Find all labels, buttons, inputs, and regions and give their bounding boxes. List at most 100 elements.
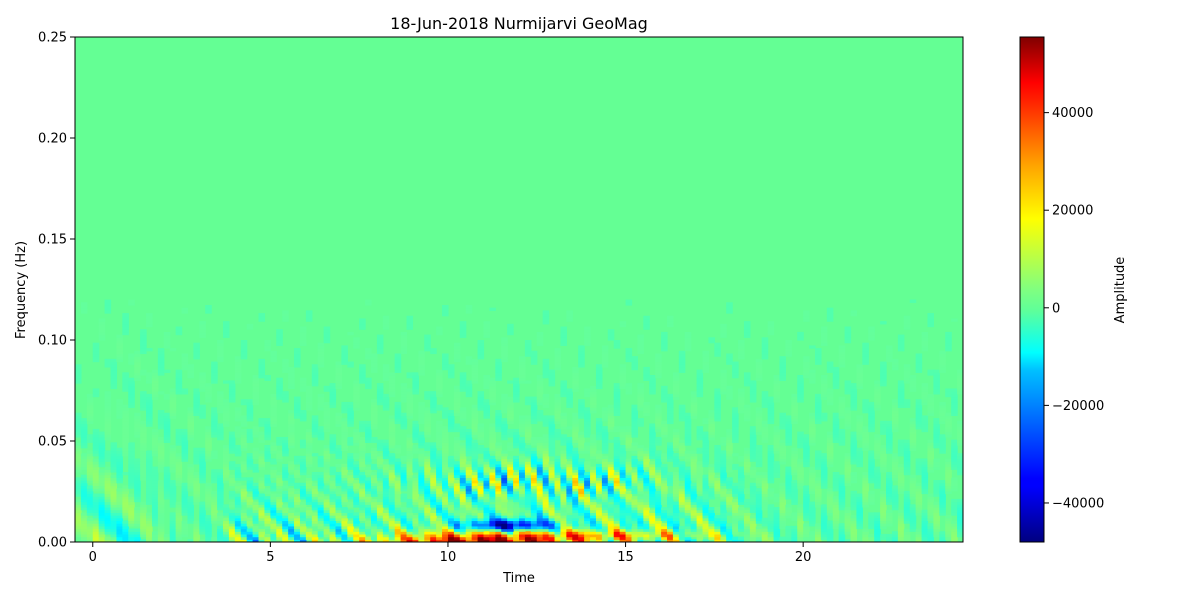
heatmap-cell [353, 471, 360, 476]
heatmap-cell [288, 525, 295, 530]
heatmap-cell [489, 490, 496, 495]
heatmap-cell [157, 423, 165, 427]
heatmap-cell [779, 482, 786, 487]
heatmap-cell [684, 490, 692, 495]
heatmap-cell [749, 504, 757, 508]
heatmap-cell [519, 517, 526, 522]
heatmap-cell [98, 528, 106, 532]
heatmap-cell [838, 504, 846, 508]
heatmap-cell [382, 509, 390, 513]
heatmap-cell [749, 490, 757, 495]
heatmap-cell [92, 523, 100, 527]
heatmap-cell [501, 482, 508, 487]
heatmap-cell [122, 436, 129, 441]
heatmap-cell [779, 426, 786, 430]
heatmap-cell [371, 439, 378, 443]
heatmap-cell [566, 436, 573, 441]
heatmap-cell [471, 458, 479, 462]
heatmap-cell [412, 536, 419, 540]
heatmap-cell [86, 439, 94, 443]
heatmap-cell [684, 501, 692, 505]
heatmap-cell [371, 466, 378, 470]
heatmap-cell [838, 496, 846, 500]
heatmap-cell [453, 533, 461, 538]
heatmap-cell [838, 536, 846, 540]
heatmap-cell [856, 501, 863, 505]
heatmap-cell [317, 485, 325, 489]
heatmap-cell [886, 434, 893, 438]
heatmap-cell [584, 471, 591, 476]
heatmap-cell [530, 517, 538, 522]
heatmap-cell [761, 533, 769, 538]
heatmap-cell [92, 533, 100, 538]
heatmap-cell [921, 533, 929, 538]
heatmap-cell [424, 423, 431, 427]
heatmap-cell [134, 512, 141, 516]
heatmap-cell [365, 498, 372, 503]
heatmap-cell [649, 512, 656, 516]
heatmap-cell [406, 474, 414, 478]
heatmap-cell [406, 436, 414, 441]
heatmap-cell [128, 523, 135, 527]
heatmap-cell [246, 498, 254, 503]
heatmap-cell [921, 461, 929, 465]
heatmap-cell [542, 455, 550, 460]
heatmap-cell [625, 496, 633, 500]
heatmap-cell [311, 523, 319, 527]
heatmap-cell [637, 515, 644, 519]
heatmap-cell [643, 450, 650, 454]
heatmap-cell [903, 496, 911, 500]
heatmap-cell [619, 450, 627, 454]
heatmap-cell [193, 455, 200, 460]
heatmap-cell [572, 506, 579, 511]
heatmap-cell [850, 439, 858, 443]
heatmap-cell [785, 477, 792, 481]
heatmap-cell [388, 445, 396, 449]
heatmap-cell [661, 517, 668, 522]
heatmap-cell [897, 528, 905, 532]
heatmap-cell [98, 506, 106, 511]
heatmap-cell [572, 523, 579, 527]
heatmap-cell [524, 531, 532, 535]
heatmap-cell [163, 539, 171, 542]
heatmap-cell [252, 453, 260, 457]
heatmap-cell [252, 450, 260, 454]
heatmap-cell [140, 539, 147, 542]
heatmap-cell [702, 520, 710, 524]
heatmap-cell [672, 515, 680, 519]
heatmap-cell [412, 434, 419, 438]
heatmap-cell [631, 531, 638, 535]
heatmap-cell [548, 471, 556, 476]
heatmap-cell [442, 469, 449, 473]
heatmap-cell [921, 428, 929, 433]
heatmap-cell [655, 533, 662, 538]
heatmap-cell [501, 461, 508, 465]
heatmap-cell [625, 458, 633, 462]
heatmap-cell [909, 426, 917, 430]
heatmap-cell [862, 488, 869, 492]
heatmap-cell [282, 512, 289, 516]
heatmap-cell [590, 469, 597, 473]
heatmap-cell [927, 531, 934, 535]
heatmap-cell [643, 471, 650, 476]
heatmap-cell [613, 525, 621, 530]
heatmap-cell [299, 445, 307, 449]
heatmap-cell [240, 523, 248, 527]
heatmap-cell [376, 509, 384, 513]
heatmap-cell [732, 517, 739, 522]
heatmap-cell [151, 539, 159, 542]
heatmap-cell [519, 469, 526, 473]
heatmap-cell [264, 506, 271, 511]
heatmap-cell [294, 528, 301, 532]
heatmap-cell [755, 533, 763, 538]
heatmap-cell [400, 528, 408, 532]
heatmap-cell [667, 453, 674, 457]
heatmap-cell [590, 539, 597, 542]
heatmap-cell [270, 485, 277, 489]
heatmap-cell [365, 531, 372, 535]
heatmap-cell [690, 485, 698, 489]
heatmap-cell [240, 533, 248, 538]
heatmap-cell [122, 531, 129, 535]
heatmap-cell [495, 517, 502, 522]
heatmap-cell [655, 512, 662, 516]
